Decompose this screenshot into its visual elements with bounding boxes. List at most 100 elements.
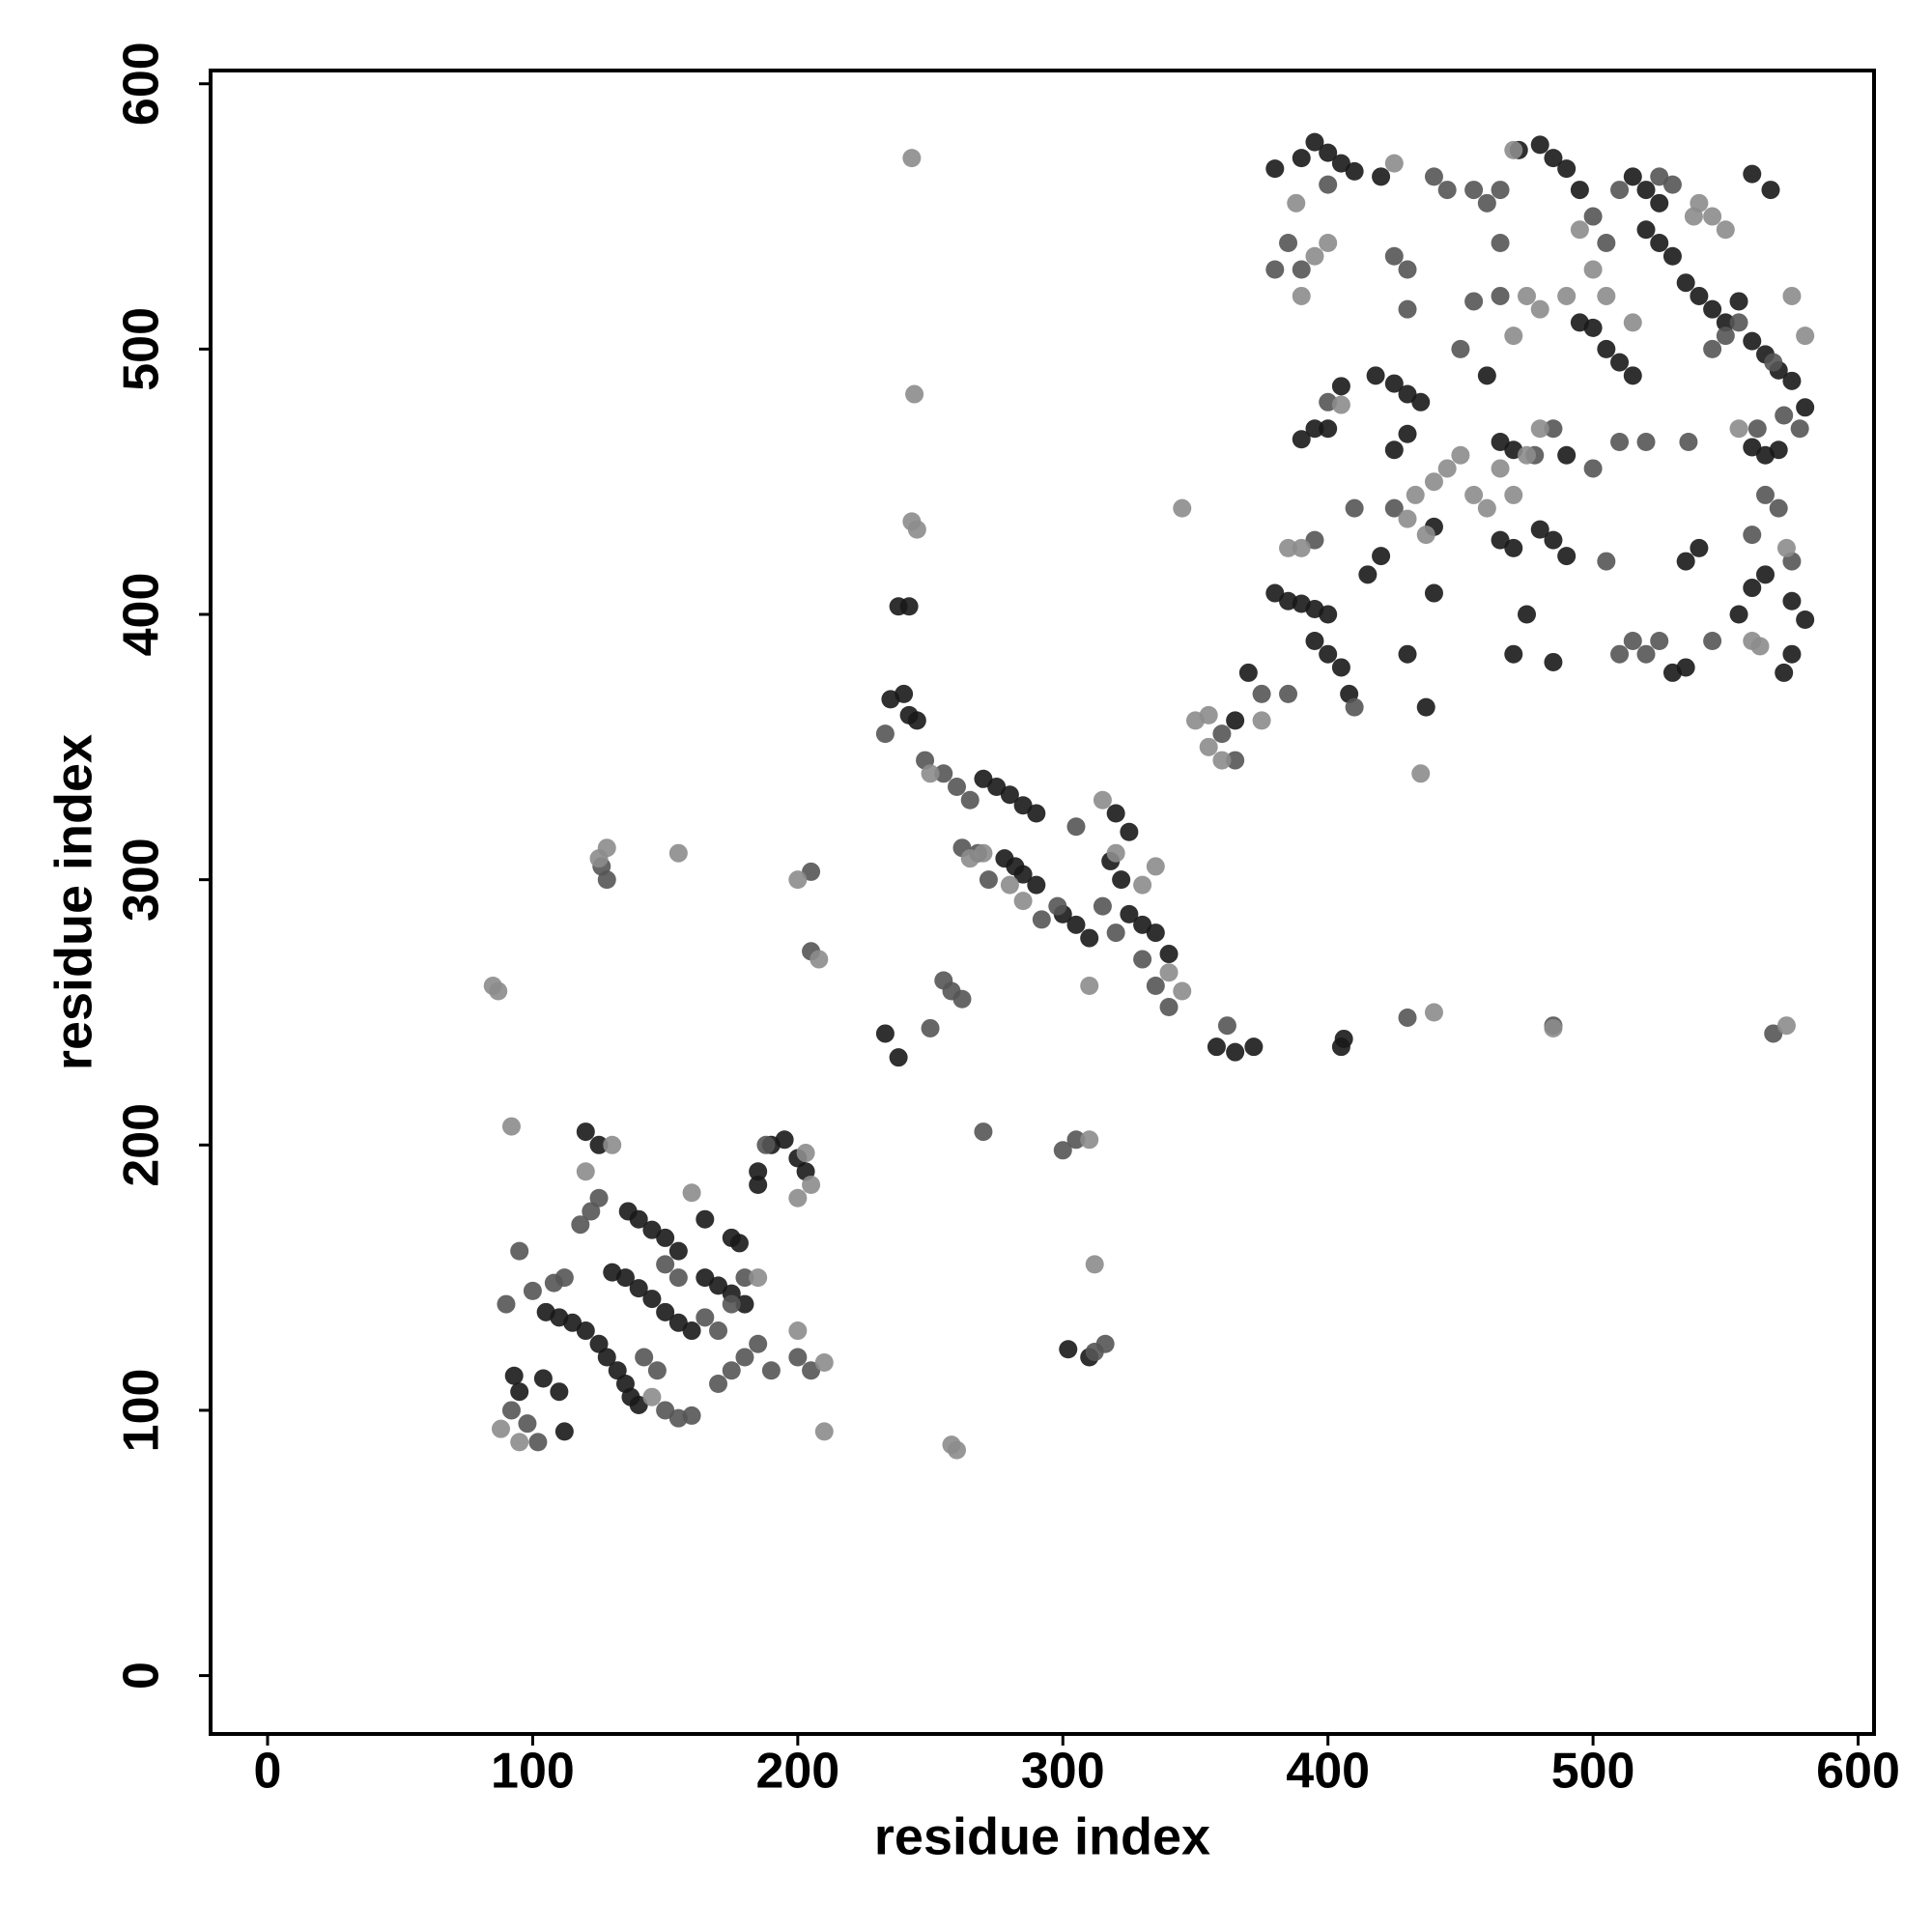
point xyxy=(1384,246,1404,266)
point xyxy=(1504,485,1523,504)
point xyxy=(796,1144,815,1163)
x-tick-label: 200 xyxy=(755,1744,839,1800)
point xyxy=(1226,1042,1245,1062)
point xyxy=(1703,299,1722,319)
point xyxy=(1504,644,1523,664)
point xyxy=(635,1348,654,1367)
point xyxy=(1583,260,1603,279)
point xyxy=(1583,318,1603,337)
point xyxy=(589,1135,609,1154)
y-tick-label: 300 xyxy=(114,838,170,922)
point xyxy=(1027,875,1046,895)
point xyxy=(554,1268,574,1288)
point xyxy=(1411,392,1431,412)
point xyxy=(1676,658,1695,677)
point xyxy=(1066,817,1086,837)
point xyxy=(1159,997,1179,1016)
point xyxy=(1133,950,1152,969)
x-tick-label: 300 xyxy=(1021,1744,1105,1800)
point xyxy=(1650,234,1669,253)
point xyxy=(696,1308,715,1327)
point xyxy=(629,1395,648,1414)
point xyxy=(576,1321,595,1341)
point xyxy=(1776,1016,1796,1036)
point xyxy=(642,1290,662,1309)
point xyxy=(1491,234,1510,253)
point xyxy=(1610,644,1630,664)
point xyxy=(497,1294,516,1314)
point xyxy=(1416,526,1435,545)
point xyxy=(1319,644,1338,664)
point xyxy=(554,1422,574,1441)
point xyxy=(1095,1334,1115,1353)
point xyxy=(1557,547,1577,566)
point xyxy=(1583,459,1603,478)
point xyxy=(682,1183,701,1203)
point xyxy=(1053,1141,1072,1160)
point xyxy=(802,862,821,881)
point xyxy=(1518,605,1537,624)
point xyxy=(1398,260,1417,279)
point xyxy=(1384,154,1404,173)
point xyxy=(1796,398,1815,417)
point xyxy=(974,1122,993,1142)
point xyxy=(1146,977,1165,996)
point xyxy=(1424,472,1443,492)
point xyxy=(1610,432,1630,451)
point xyxy=(1464,292,1484,311)
point xyxy=(1411,764,1431,783)
point xyxy=(1252,684,1271,703)
point xyxy=(682,1321,701,1341)
point xyxy=(749,1334,768,1353)
y-tick-label: 200 xyxy=(114,1103,170,1187)
point xyxy=(1384,440,1404,460)
point xyxy=(895,684,914,703)
point xyxy=(1066,915,1086,934)
point xyxy=(1106,804,1125,823)
point xyxy=(1159,963,1179,982)
point xyxy=(1755,565,1775,584)
point xyxy=(1212,751,1232,770)
point xyxy=(902,149,922,168)
point xyxy=(1027,804,1046,823)
point xyxy=(597,1348,616,1367)
point xyxy=(1743,164,1762,184)
point xyxy=(1544,530,1563,550)
point xyxy=(533,1369,553,1388)
point xyxy=(1597,234,1616,253)
point xyxy=(1331,658,1350,677)
point xyxy=(802,1175,821,1194)
point xyxy=(1305,631,1324,650)
point xyxy=(501,1401,521,1420)
point xyxy=(1464,485,1484,504)
point xyxy=(668,843,688,863)
point xyxy=(629,1209,648,1229)
point xyxy=(1782,371,1802,390)
point xyxy=(1690,286,1709,305)
point xyxy=(1292,430,1311,449)
point xyxy=(1764,353,1783,372)
x-tick-label: 0 xyxy=(254,1744,282,1800)
point xyxy=(1750,637,1770,656)
point xyxy=(1690,538,1709,557)
x-tick-label: 600 xyxy=(1816,1744,1900,1800)
point xyxy=(1729,313,1748,332)
point xyxy=(907,711,926,730)
point xyxy=(1544,419,1563,439)
point xyxy=(761,1361,781,1380)
point xyxy=(722,1294,741,1314)
point xyxy=(1796,611,1815,630)
point xyxy=(905,384,924,404)
point xyxy=(1059,1340,1078,1359)
point xyxy=(1173,981,1192,1001)
point xyxy=(709,1374,728,1393)
point xyxy=(1570,181,1589,200)
point xyxy=(1292,286,1311,305)
point xyxy=(1398,644,1417,664)
point xyxy=(1747,419,1767,439)
point xyxy=(875,1024,895,1043)
point xyxy=(589,1334,609,1353)
point xyxy=(1676,273,1695,293)
point xyxy=(1416,697,1435,717)
point xyxy=(1000,875,1019,895)
